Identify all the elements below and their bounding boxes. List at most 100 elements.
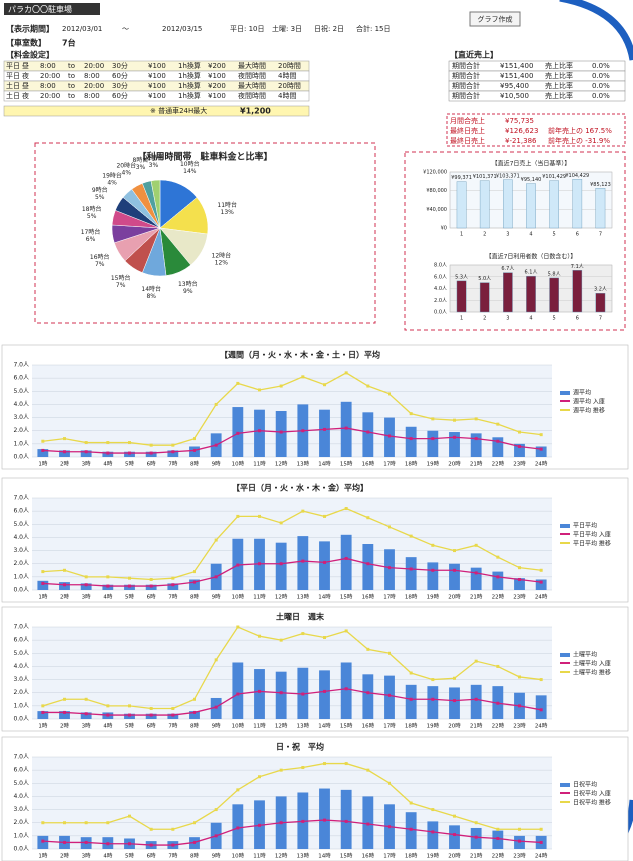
line [42, 688, 542, 716]
pie-label: 10時台 [180, 160, 200, 168]
line-marker [518, 675, 521, 679]
line-marker [128, 576, 131, 580]
line [42, 557, 542, 587]
month-cell: 月間合売上 [450, 116, 485, 125]
line-marker [518, 566, 521, 570]
x-tick-label: 20時 [448, 722, 461, 730]
fee-cell: to [68, 62, 75, 70]
line-marker [41, 448, 45, 452]
line-marker [258, 634, 261, 638]
x-tick-label: 5時 [125, 722, 134, 730]
bar [254, 409, 265, 457]
line-marker [84, 450, 88, 454]
pie-label: 16時台 [90, 253, 110, 261]
x-tick-label: 4時 [103, 722, 112, 730]
pie-value-label: 4% [122, 170, 132, 177]
line-marker [323, 636, 326, 640]
x-tick-label: 13時 [297, 460, 310, 468]
legend-swatch [560, 662, 570, 664]
pie-label: 17時台 [81, 228, 101, 236]
x-tick-label: 13時 [297, 722, 310, 730]
pie-slice [150, 179, 161, 229]
x-tick-label: 8時 [190, 722, 199, 730]
fee-cell: 8:00 [40, 82, 56, 90]
fee-cell: 60分 [112, 91, 128, 100]
line-marker [63, 568, 66, 572]
bar [456, 181, 467, 229]
y-tick-label: 4.0人 [13, 401, 29, 408]
x-tick-label: 21時 [470, 852, 483, 860]
bar [535, 446, 547, 457]
fee-cell: 1h換算 [178, 81, 201, 90]
x-tick-label: 18時 [405, 852, 418, 860]
y-tick-label: 2.0人 [13, 427, 29, 434]
line-marker [258, 562, 261, 566]
x-tick-label: 11時 [253, 722, 266, 730]
legend-label: 土曜平均 推移 [573, 669, 611, 677]
graph-button-label[interactable]: グラフ作成 [478, 15, 513, 24]
fee-cell: 8:00 [84, 72, 100, 80]
sales-cell: 売上比率 [545, 71, 573, 80]
line-marker [63, 583, 66, 587]
line [42, 819, 542, 846]
day-count: 平日: 10日 [230, 25, 265, 33]
y-tick-label: 4.0人 [13, 793, 29, 800]
x-tick-label: 21時 [470, 460, 483, 468]
x-tick-label: 11時 [253, 593, 266, 601]
y-tick-label: 7.0人 [13, 495, 29, 502]
pie-value-label: 14% [183, 168, 197, 175]
bar [479, 282, 490, 313]
line-marker [301, 509, 305, 513]
line-marker [301, 692, 305, 696]
fee-cell: 20:00 [84, 82, 104, 90]
pie-value-label: 5% [87, 213, 97, 220]
line-marker [409, 567, 413, 571]
graph-button[interactable] [469, 11, 521, 27]
x-tick-label: 18時 [405, 460, 418, 468]
fee-cell: 土日 [6, 81, 20, 90]
x-tick-label: 24時 [535, 852, 548, 860]
line-marker [496, 664, 500, 668]
line-marker [41, 839, 45, 843]
bar [167, 583, 179, 590]
fee-cell: 1h換算 [178, 71, 201, 80]
x-tick-label: 17時 [383, 460, 396, 468]
x-tick-label: 3 [506, 232, 509, 238]
x-tick-label: 15時 [340, 460, 353, 468]
y-tick-label: 5.0人 [13, 780, 29, 787]
line-marker [193, 570, 196, 574]
y-tick-label: 2.0人 [434, 298, 447, 304]
bar [405, 426, 417, 457]
line-marker [539, 678, 543, 682]
y-tick-label: 6.0人 [13, 637, 29, 644]
line-marker [63, 710, 66, 714]
line-marker [453, 833, 456, 837]
line-marker [236, 692, 240, 696]
x-tick-label: 24時 [535, 593, 548, 601]
x-tick-label: 15時 [340, 722, 353, 730]
line-marker [236, 788, 240, 792]
pie-value-label: 12% [215, 259, 229, 266]
month-cell: ¥-21,386 [505, 137, 537, 145]
x-tick-label: 14時 [318, 722, 331, 730]
line-marker [236, 431, 240, 435]
line-marker [474, 417, 478, 421]
bar [456, 280, 467, 313]
line-marker [84, 840, 88, 844]
line-marker [409, 697, 413, 701]
line-marker [171, 450, 175, 454]
bar [549, 277, 559, 313]
line-marker [453, 699, 456, 703]
line-marker [539, 708, 543, 712]
line-marker [106, 451, 110, 455]
line-marker [41, 570, 45, 574]
x-tick-label: 24時 [535, 722, 548, 730]
day-count: 土曜: 3日 [272, 24, 302, 33]
day-count: 日祝: 2日 [314, 24, 344, 33]
line-marker [366, 562, 370, 566]
legend-label: 平日平均 推移 [573, 540, 611, 548]
line-marker [171, 576, 175, 580]
line-marker [453, 676, 456, 680]
x-tick-label: 6 [576, 232, 579, 238]
x-tick-label: 8時 [190, 460, 199, 468]
